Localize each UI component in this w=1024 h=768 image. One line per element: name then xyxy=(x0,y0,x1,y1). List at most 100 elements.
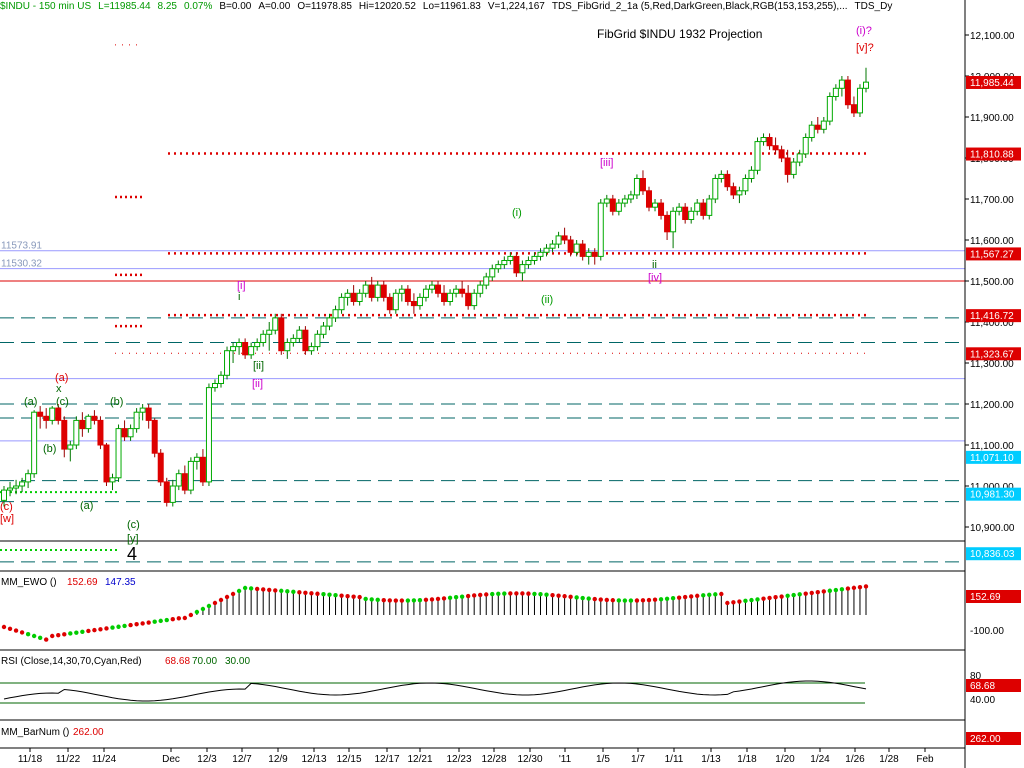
candle-down xyxy=(242,342,249,356)
ewo-dot xyxy=(598,597,603,602)
candle-up xyxy=(73,419,80,446)
candle-up xyxy=(627,194,634,200)
price-tag xyxy=(966,309,1021,323)
rsi-tag-label: 68.68 xyxy=(970,681,995,692)
ewo-dot xyxy=(604,597,609,603)
price-tag-label: 11,567.27 xyxy=(970,249,1014,260)
ewo-dot xyxy=(471,593,477,598)
study-label: TDS_FibGrid_2_1a (5,Red,DarkGreen,Black,… xyxy=(551,1,848,12)
price-tag xyxy=(966,247,1021,261)
candle-down xyxy=(368,284,375,298)
candle-down xyxy=(386,296,393,311)
candle-up xyxy=(224,350,231,376)
candle-down xyxy=(609,198,616,212)
ewo-dot xyxy=(327,592,332,597)
ewo-dot xyxy=(568,594,573,600)
axis-tick-label: 11,600.00 xyxy=(970,236,1014,247)
ewo-dot xyxy=(538,592,543,597)
candle-up xyxy=(67,444,74,450)
x-tick-label: 11/18 xyxy=(18,754,43,765)
ewo-dot xyxy=(104,626,109,631)
axis-tick-label: 11,700.00 xyxy=(970,195,1014,206)
x-tick-label: 12/28 xyxy=(481,754,506,765)
candle-up xyxy=(19,481,26,487)
candle-up xyxy=(447,292,454,302)
ewo-dot xyxy=(749,597,754,603)
ewo-dot xyxy=(393,598,399,603)
candle-up xyxy=(573,243,580,253)
candle-up xyxy=(1,489,7,501)
candle-down xyxy=(700,202,707,216)
ewo-dot xyxy=(429,597,435,602)
ewo-dot xyxy=(658,597,664,602)
candle-down xyxy=(350,292,357,302)
candle-up xyxy=(416,296,423,307)
candle-up xyxy=(236,342,243,348)
ewo-dot xyxy=(164,617,169,623)
last-price: L=11985.44 xyxy=(98,1,151,12)
study2-label: TDS_Dy xyxy=(854,1,893,12)
ewo-dot xyxy=(713,592,718,597)
candle-up xyxy=(748,169,755,180)
ewo-dot xyxy=(351,594,356,599)
wave-label: (i)? xyxy=(856,25,872,37)
volume-value: V=1,224,167 xyxy=(487,1,545,12)
candle-up xyxy=(543,247,550,253)
date-axis[interactable]: 11/18 11/22 11/24 Dec 12/3 12/7 12/9 12/13 12/15… xyxy=(0,747,965,765)
ewo-dot xyxy=(496,591,501,596)
ewo-dot xyxy=(122,623,127,629)
ewo-dot xyxy=(640,598,646,603)
candle-up xyxy=(230,346,237,352)
candle-up xyxy=(742,178,749,192)
x-tick-label: 1/11 xyxy=(665,754,684,765)
fib-levels: 11573.91 11530.32 xyxy=(0,44,965,563)
candle-down xyxy=(513,255,520,274)
ewo-dot xyxy=(514,591,519,596)
ewo-dot xyxy=(230,591,236,597)
candle-up xyxy=(615,202,622,212)
ewo-dot xyxy=(7,626,13,631)
ewo-dot xyxy=(345,593,350,599)
ewo-dot xyxy=(628,598,634,603)
candle-up xyxy=(115,428,122,479)
candle-up xyxy=(31,411,38,475)
change-pct: 0.07% xyxy=(183,1,213,12)
ewo-dot xyxy=(779,594,784,599)
candle-up xyxy=(555,235,562,245)
candle-up xyxy=(49,407,56,421)
candle-up xyxy=(754,141,761,171)
ewo-dot xyxy=(610,598,616,603)
ewo-dot xyxy=(369,597,374,602)
x-tick-label: Feb xyxy=(916,754,934,765)
candle-down xyxy=(157,452,164,483)
ewo-dot xyxy=(797,592,802,597)
ewo-dot xyxy=(146,620,151,625)
rsi-value: 68.68 xyxy=(165,656,190,667)
x-tick-label: 1/5 xyxy=(596,754,610,765)
ewo-dot xyxy=(550,592,555,598)
axis-tick-label: 12,100.00 xyxy=(970,31,1015,42)
ewo-dot xyxy=(417,597,423,603)
ewo-dot xyxy=(586,596,591,601)
candle-down xyxy=(639,178,646,192)
candle-up xyxy=(856,87,863,114)
ewo-dot xyxy=(670,596,676,601)
ewo-dot xyxy=(737,599,742,604)
candle-down xyxy=(145,407,152,421)
candle-up xyxy=(820,120,827,130)
wave-label: ii xyxy=(652,259,657,271)
low-value: Lo=11961.83 xyxy=(422,1,481,12)
ewo-dot xyxy=(13,628,19,633)
candle-up xyxy=(266,329,273,335)
x-tick-label: 1/26 xyxy=(845,754,865,765)
candle-down xyxy=(37,411,44,417)
candle-up xyxy=(332,309,339,319)
wave-label: [y] xyxy=(127,533,139,545)
candle-up xyxy=(428,284,435,290)
price-axis[interactable]: 12,100.0012,000.0011,900.0011,800.0011,7… xyxy=(964,0,1021,768)
ewo-tag-label: 152.69 xyxy=(970,592,1001,603)
ewo-dot xyxy=(1,624,7,630)
ewo-dot xyxy=(68,631,73,636)
x-tick-label: 11/22 xyxy=(56,754,81,765)
x-tick-label: 12/7 xyxy=(232,754,252,765)
